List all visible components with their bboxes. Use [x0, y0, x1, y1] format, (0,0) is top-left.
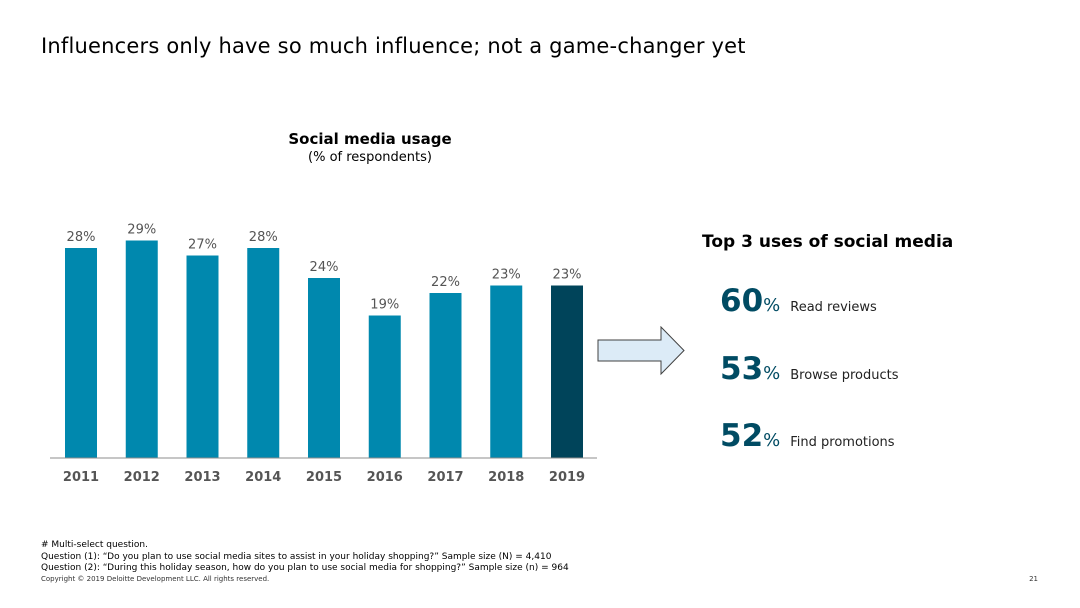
footnote-line: Question (1): “Do you plan to use social…	[41, 551, 552, 562]
bar-2015	[308, 278, 340, 458]
value-label-2017: 22%	[431, 275, 460, 290]
use-item-read-reviews: 60% Read reviews	[720, 283, 877, 319]
bar-chart: 28% 29% 27% 28% 24% 19% 22% 23% 23% 2011 2012 2013…	[50, 223, 597, 485]
footnote-line: Question (2): “During this holiday seaso…	[41, 563, 569, 573]
bar-2016	[368, 315, 401, 458]
value-label-2016: 19%	[370, 298, 399, 313]
year-label-2011: 2011	[63, 470, 99, 485]
slide-title: Influencers only have so much influence;…	[41, 34, 746, 58]
use-label: Browse products	[790, 368, 899, 383]
chart-subtitle: (% of respondents)	[308, 150, 432, 165]
footnotes: # Multi-select question. Question (1): “…	[41, 540, 569, 575]
bar-2017	[429, 293, 462, 458]
year-label-2012: 2012	[124, 470, 160, 485]
value-label-2012: 29%	[127, 223, 156, 238]
value-labels-group: 28% 29% 27% 28% 24% 19% 22% 23% 23%	[67, 223, 582, 313]
use-label: Find promotions	[790, 435, 895, 450]
footnote-line: # Multi-select question.	[41, 540, 148, 550]
year-label-2019: 2019	[549, 470, 585, 485]
value-label-2014: 28%	[249, 230, 278, 245]
bar-2018	[490, 285, 523, 458]
use-unit: %	[763, 295, 781, 316]
value-label-2015: 24%	[310, 260, 339, 275]
year-label-2016: 2016	[367, 470, 403, 485]
value-label-2013: 27%	[188, 238, 217, 253]
use-unit: %	[763, 430, 781, 451]
use-value: 53	[720, 351, 764, 387]
bars-group	[65, 240, 583, 458]
value-label-2011: 28%	[67, 230, 96, 245]
year-label-2013: 2013	[184, 470, 220, 485]
use-item-find-promotions: 52% Find promotions	[720, 418, 895, 454]
use-label: Read reviews	[790, 300, 877, 315]
year-labels-group: 2011 2012 2013 2014 2015 2016 2017 2018 2019	[63, 470, 585, 485]
year-label-2015: 2015	[306, 470, 342, 485]
bar-2012	[125, 240, 158, 458]
value-label-2018: 23%	[492, 268, 521, 283]
year-label-2014: 2014	[245, 470, 281, 485]
bar-2013	[186, 255, 219, 458]
bar-2011	[65, 248, 97, 458]
year-label-2017: 2017	[427, 470, 463, 485]
page-number: 21	[1029, 575, 1038, 583]
use-value: 52	[720, 418, 764, 454]
bar-2014	[247, 248, 280, 458]
chart-title: Social media usage	[288, 130, 452, 148]
use-unit: %	[763, 363, 781, 384]
top-uses-title: Top 3 uses of social media	[702, 232, 954, 252]
copyright: Copyright © 2019 Deloitte Development LL…	[41, 575, 270, 583]
right-arrow-icon	[597, 326, 685, 376]
use-value: 60	[720, 283, 764, 319]
year-label-2018: 2018	[488, 470, 524, 485]
use-item-browse-products: 53% Browse products	[720, 351, 899, 387]
value-label-2019: 23%	[553, 268, 582, 283]
bar-2019	[551, 285, 583, 458]
